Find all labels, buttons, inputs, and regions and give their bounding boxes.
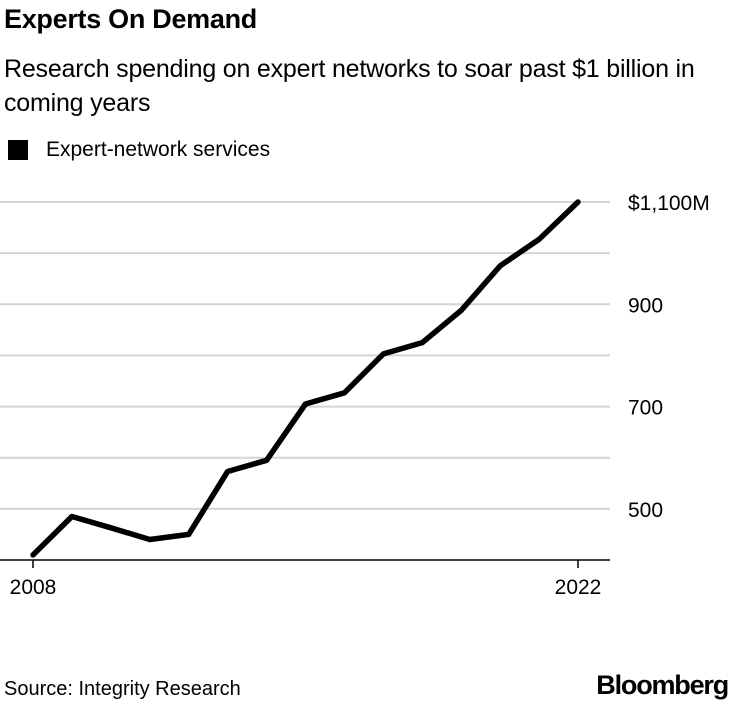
y-tick-label: 700 [628, 397, 663, 420]
line-chart: 2008 2022 $1,100M 900 700 500 [0, 192, 710, 599]
series-line-expert-network-services [30, 199, 581, 558]
x-tick-label: 2022 [555, 576, 602, 599]
legend: Expert-network services [8, 138, 270, 162]
y-tick-label: $1,100M [628, 192, 710, 215]
bloomberg-logo: Bloomberg [596, 670, 729, 700]
y-tick-label: 900 [628, 294, 663, 317]
legend-swatch [8, 140, 28, 160]
x-tick-label: 2008 [10, 576, 57, 599]
y-tick-label: 500 [628, 499, 663, 522]
source-note: Source: Integrity Research [4, 678, 241, 700]
legend-label: Expert-network services [46, 138, 271, 161]
chart-title: Experts On Demand [4, 4, 257, 34]
chart-subtitle: Research spending on expert networks to … [4, 55, 695, 117]
